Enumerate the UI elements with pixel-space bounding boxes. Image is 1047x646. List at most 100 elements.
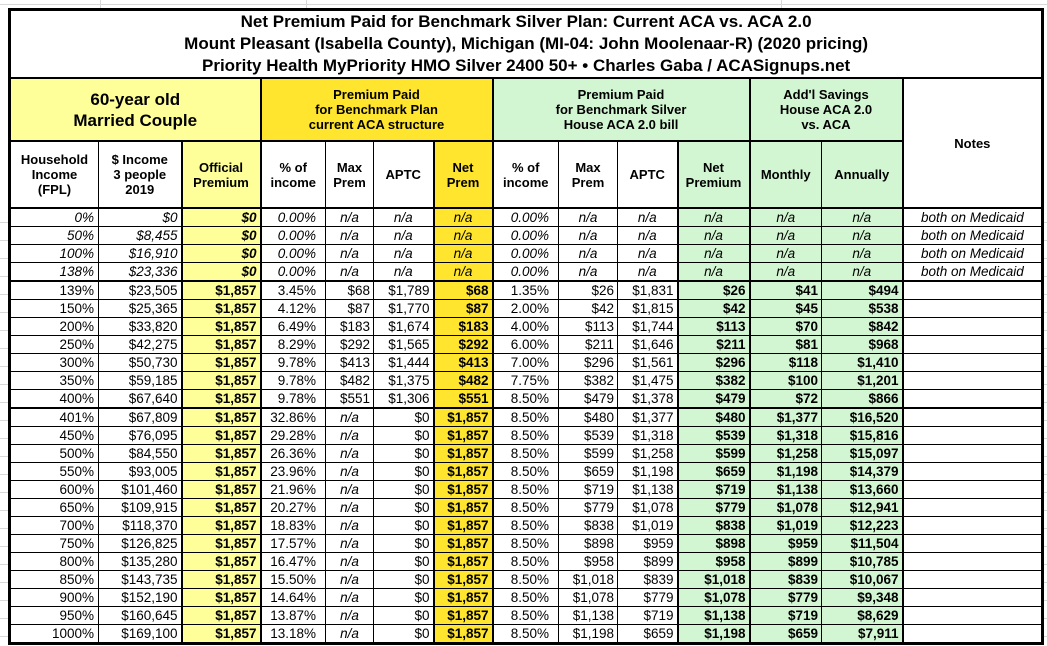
cell-aca20_net_premium[interactable]: $599 — [676, 444, 751, 463]
cell-income[interactable]: $169,100 — [98, 624, 182, 644]
cell-aca20_max_prem[interactable]: $1,018 — [558, 570, 618, 589]
cell-aca20_pct_income[interactable]: 8.50% — [492, 588, 559, 607]
cell-aca20_net_premium[interactable]: $539 — [676, 426, 751, 445]
cell-aca20_max_prem[interactable]: n/a — [558, 262, 618, 282]
column-header-official-premium[interactable]: Official Premium — [180, 140, 262, 209]
cell-aca20_max_prem[interactable]: $382 — [558, 371, 618, 390]
column-header-aca-pct-income[interactable]: % of income — [260, 140, 326, 209]
cell-aca20_aptc[interactable]: $1,019 — [617, 516, 678, 535]
cell-aca20_aptc[interactable]: $1,138 — [617, 480, 678, 499]
cell-savings_monthly[interactable]: $100 — [749, 371, 822, 390]
cell-notes[interactable] — [901, 299, 1044, 318]
cell-aca_pct_income[interactable]: 17.57% — [260, 534, 326, 553]
cell-aca_net_prem[interactable]: $87 — [432, 299, 494, 318]
cell-official_premium[interactable]: $0 — [180, 244, 262, 263]
cell-aca_pct_income[interactable]: 0.00% — [260, 244, 326, 263]
cell-income[interactable]: $152,190 — [98, 588, 182, 607]
cell-aca_aptc[interactable]: n/a — [373, 262, 434, 282]
cell-fpl[interactable]: 200% — [9, 317, 99, 336]
column-header-aca20-aptc[interactable]: APTC — [617, 140, 678, 209]
cell-income[interactable]: $160,645 — [98, 606, 182, 625]
cell-fpl[interactable]: 600% — [9, 480, 99, 499]
cell-aca20_max_prem[interactable]: $42 — [558, 299, 618, 318]
cell-aca_net_prem[interactable]: $1,857 — [432, 624, 494, 644]
cell-aca_max_prem[interactable]: $292 — [325, 335, 374, 354]
column-header-fpl[interactable]: Household Income (FPL) — [9, 140, 99, 209]
cell-fpl[interactable]: 350% — [9, 371, 99, 390]
cell-fpl[interactable]: 450% — [9, 426, 99, 445]
cell-official_premium[interactable]: $1,857 — [180, 606, 262, 625]
column-header-income[interactable]: $ Income 3 people 2019 — [98, 140, 182, 209]
cell-official_premium[interactable]: $1,857 — [180, 498, 262, 517]
cell-savings_monthly[interactable]: n/a — [749, 262, 822, 282]
cell-aca_max_prem[interactable]: n/a — [325, 588, 374, 607]
cell-fpl[interactable]: 500% — [9, 444, 99, 463]
cell-savings_monthly[interactable]: n/a — [749, 226, 822, 245]
cell-savings_monthly[interactable]: $45 — [749, 299, 822, 318]
cell-aca20_aptc[interactable]: $1,561 — [617, 353, 678, 372]
cell-aca20_net_premium[interactable]: n/a — [676, 207, 751, 227]
cell-aca_net_prem[interactable]: n/a — [432, 244, 494, 263]
cell-income[interactable]: $8,455 — [98, 226, 182, 245]
cell-notes[interactable]: both on Medicaid — [901, 262, 1044, 282]
cell-notes[interactable] — [901, 444, 1044, 463]
cell-income[interactable]: $101,460 — [98, 480, 182, 499]
cell-aca20_pct_income[interactable]: 6.00% — [492, 335, 559, 354]
cell-aca_net_prem[interactable]: $1,857 — [432, 570, 494, 589]
cell-aca20_aptc[interactable]: $1,815 — [617, 299, 678, 318]
cell-fpl[interactable]: 400% — [9, 389, 99, 409]
cell-fpl[interactable]: 900% — [9, 588, 99, 607]
cell-aca20_net_premium[interactable]: $26 — [676, 280, 751, 300]
cell-aca_net_prem[interactable]: $482 — [432, 371, 494, 390]
cell-aca20_aptc[interactable]: $779 — [617, 588, 678, 607]
cell-aca20_pct_income[interactable]: 8.50% — [492, 606, 559, 625]
cell-aca20_max_prem[interactable]: $838 — [558, 516, 618, 535]
cell-aca_pct_income[interactable]: 15.50% — [260, 570, 326, 589]
cell-aca20_aptc[interactable]: $1,377 — [617, 407, 678, 427]
cell-aca20_max_prem[interactable]: $480 — [558, 407, 618, 427]
cell-aca20_max_prem[interactable]: $1,138 — [558, 606, 618, 625]
cell-notes[interactable] — [901, 534, 1044, 553]
cell-income[interactable]: $135,280 — [98, 552, 182, 571]
cell-aca_aptc[interactable]: $1,444 — [373, 353, 434, 372]
cell-savings_annually[interactable]: $10,785 — [821, 552, 904, 571]
cell-savings_monthly[interactable]: $1,318 — [749, 426, 822, 445]
cell-aca20_net_premium[interactable]: $211 — [676, 335, 751, 354]
cell-aca20_max_prem[interactable]: $659 — [558, 462, 618, 481]
cell-savings_monthly[interactable]: $839 — [749, 570, 822, 589]
cell-aca_max_prem[interactable]: n/a — [325, 207, 374, 227]
cell-aca20_pct_income[interactable]: 0.00% — [492, 262, 559, 282]
cell-aca20_max_prem[interactable]: $479 — [558, 389, 618, 409]
cell-savings_monthly[interactable]: $81 — [749, 335, 822, 354]
cell-aca20_max_prem[interactable]: $898 — [558, 534, 618, 553]
cell-official_premium[interactable]: $1,857 — [180, 516, 262, 535]
cell-aca20_pct_income[interactable]: 1.35% — [492, 280, 559, 300]
cell-aca20_aptc[interactable]: n/a — [617, 244, 678, 263]
cell-savings_monthly[interactable]: $1,377 — [749, 407, 822, 427]
cell-aca_pct_income[interactable]: 0.00% — [260, 262, 326, 282]
cell-aca_aptc[interactable]: $1,789 — [373, 280, 434, 300]
cell-aca20_aptc[interactable]: n/a — [617, 262, 678, 282]
column-header-savings-annually[interactable]: Annually — [821, 140, 904, 209]
cell-aca_pct_income[interactable]: 16.47% — [260, 552, 326, 571]
cell-savings_annually[interactable]: n/a — [821, 226, 904, 245]
cell-aca20_net_premium[interactable]: $1,078 — [676, 588, 751, 607]
cell-aca_aptc[interactable]: $0 — [373, 534, 434, 553]
cell-aca20_pct_income[interactable]: 8.50% — [492, 480, 559, 499]
cell-fpl[interactable]: 50% — [9, 226, 99, 245]
title-cell[interactable]: Net Premium Paid for Benchmark Silver Pl… — [8, 9, 1044, 79]
cell-aca20_net_premium[interactable]: $479 — [676, 389, 751, 409]
cell-aca_max_prem[interactable]: n/a — [325, 624, 374, 644]
cell-aca20_pct_income[interactable]: 8.50% — [492, 426, 559, 445]
cell-aca_pct_income[interactable]: 26.36% — [260, 444, 326, 463]
cell-notes[interactable] — [901, 353, 1044, 372]
cell-savings_annually[interactable]: $1,410 — [821, 353, 904, 372]
cell-notes[interactable] — [901, 552, 1044, 571]
cell-aca_aptc[interactable]: n/a — [373, 207, 434, 227]
cell-fpl[interactable]: 139% — [9, 280, 99, 300]
cell-aca_net_prem[interactable]: $1,857 — [432, 498, 494, 517]
column-header-notes[interactable]: Notes — [901, 77, 1044, 209]
cell-fpl[interactable]: 401% — [9, 407, 99, 427]
cell-aca20_max_prem[interactable]: $296 — [558, 353, 618, 372]
cell-aca_pct_income[interactable]: 32.86% — [260, 407, 326, 427]
